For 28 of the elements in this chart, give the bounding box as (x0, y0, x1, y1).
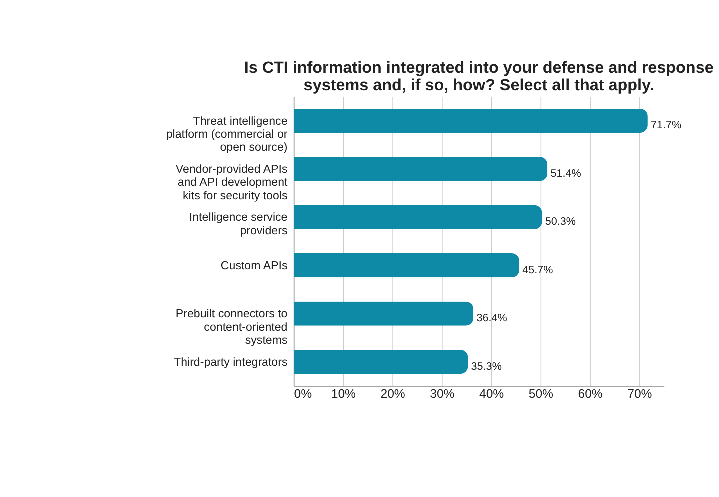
y-tick-label: Vendor-provided APIs and API development kits for security tools (176, 164, 289, 202)
bar (294, 157, 548, 182)
bar (294, 302, 474, 326)
data-label: 45.7% (522, 264, 554, 276)
y-tick-label: Prebuilt connectors to content-oriented systems (176, 308, 288, 347)
bar (294, 108, 648, 134)
bar (294, 350, 468, 374)
y-tick-label: Third-party integrators (174, 356, 288, 369)
y-tick-label: Custom APIs (220, 260, 288, 272)
y-tick-label: Intelligence service providers (189, 212, 288, 238)
bar (294, 254, 520, 278)
text: Is CTI information integrated into your defense and response (244, 58, 714, 77)
data-label: 51.4% (550, 168, 582, 180)
x-tick-label: 50% (528, 387, 554, 402)
x-tick-label: 30% (430, 387, 455, 402)
x-tick-label: 20% (380, 387, 406, 402)
data-label: 71.7% (651, 120, 682, 132)
x-tick-label: 70% (628, 387, 652, 402)
x-tick-label: 0% (294, 387, 312, 402)
data-label: 50.3% (545, 216, 576, 228)
bar (294, 205, 542, 230)
x-tick-label: 40% (479, 387, 504, 402)
x-tick-label: 10% (331, 387, 356, 402)
x-tick-label: 60% (578, 387, 603, 402)
y-tick-label: Threat intelligence platform (commercial or open source) (166, 116, 288, 154)
data-label: 35.3% (471, 360, 502, 373)
text: systems and, if so, how? Select all that apply. (304, 76, 654, 95)
data-label: 36.4% (476, 312, 508, 325)
